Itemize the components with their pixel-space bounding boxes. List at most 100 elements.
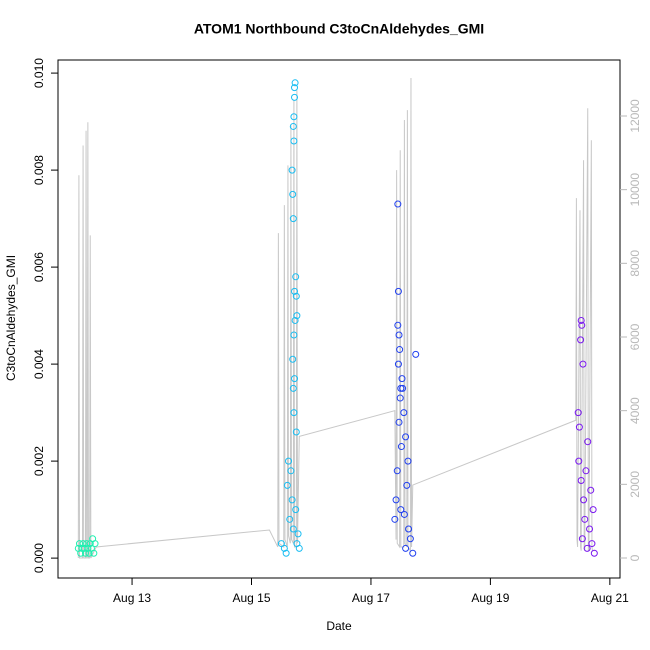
data-point <box>394 287 402 295</box>
data-point <box>289 215 297 223</box>
data-point <box>398 375 406 383</box>
data-point <box>405 525 413 533</box>
data-point <box>291 375 299 383</box>
altitude-line <box>77 78 595 559</box>
data-point <box>91 540 99 548</box>
data-point <box>289 525 297 533</box>
x-axis-label: Date <box>326 619 352 633</box>
data-point <box>295 544 303 552</box>
data-point <box>277 540 285 548</box>
data-point <box>280 544 288 552</box>
data-point <box>286 515 294 523</box>
data-point <box>393 467 401 475</box>
data-point <box>583 544 591 552</box>
data-point <box>288 496 296 504</box>
y2-tick-label: 4000 <box>628 397 642 424</box>
data-point <box>395 331 403 339</box>
data-point <box>396 394 404 402</box>
data-point <box>291 84 299 92</box>
data-point <box>287 467 295 475</box>
data-point <box>291 316 299 324</box>
data-point <box>391 515 399 523</box>
data-point <box>400 409 408 417</box>
y2-tick-label: 10000 <box>628 173 642 207</box>
data-point <box>290 331 298 339</box>
data-point <box>292 506 300 514</box>
data-point <box>290 409 298 417</box>
data-point <box>577 336 585 344</box>
data-point <box>399 384 407 392</box>
data-point <box>289 384 297 392</box>
y2-tick-label: 2000 <box>628 471 642 498</box>
data-point <box>412 350 420 358</box>
data-point <box>291 93 299 101</box>
data-point <box>402 544 410 552</box>
data-point <box>394 200 402 208</box>
y-tick-label: 0.006 <box>32 252 46 282</box>
data-point <box>392 496 400 504</box>
y2-tick-label: 6000 <box>628 323 642 350</box>
data-point <box>285 457 293 465</box>
data-point <box>404 457 412 465</box>
data-point <box>575 423 583 431</box>
data-point <box>586 525 594 533</box>
data-point <box>288 166 296 174</box>
data-point <box>292 273 300 281</box>
data-point <box>396 346 404 354</box>
data-point <box>582 467 590 475</box>
data-point <box>289 355 297 363</box>
data-point <box>292 428 300 436</box>
y-tick-label: 0.004 <box>32 349 46 379</box>
y-axis-label: C3toCnAldehydes_GMI <box>4 255 18 381</box>
y-tick-label: 0.008 <box>32 155 46 185</box>
data-point <box>283 481 291 489</box>
data-point <box>409 549 417 557</box>
data-point <box>589 506 597 514</box>
data-point <box>290 137 298 145</box>
data-point <box>291 79 299 87</box>
data-point <box>403 481 411 489</box>
plot-frame <box>57 59 621 579</box>
data-point <box>574 409 582 417</box>
data-point <box>79 540 87 548</box>
y2-tick-label: 0 <box>628 554 642 561</box>
data-point <box>77 549 85 557</box>
y2-tick-label: 8000 <box>628 250 642 277</box>
x-tick-label: Aug 21 <box>591 591 629 605</box>
data-point <box>578 535 586 543</box>
data-point <box>291 287 299 295</box>
x-tick-label: Aug 15 <box>232 591 270 605</box>
data-point <box>588 540 596 548</box>
data-point <box>590 549 598 557</box>
data-point <box>394 360 402 368</box>
data-point <box>397 506 405 514</box>
data-point <box>290 113 298 121</box>
data-point <box>577 477 585 485</box>
data-point <box>289 122 297 130</box>
data-point <box>394 321 402 329</box>
x-tick-label: Aug 17 <box>352 591 390 605</box>
y-tick-label: 0.010 <box>32 58 46 88</box>
x-tick-label: Aug 13 <box>113 591 151 605</box>
data-point <box>578 321 586 329</box>
data-point <box>294 530 302 538</box>
data-point <box>282 549 290 557</box>
data-point <box>400 510 408 518</box>
data-point <box>289 190 297 198</box>
data-point <box>580 496 588 504</box>
x-tick-label: Aug 19 <box>471 591 509 605</box>
data-point <box>397 443 405 451</box>
data-point <box>395 418 403 426</box>
data-point <box>402 433 410 441</box>
data-point <box>293 312 301 320</box>
y2-tick-label: 12000 <box>628 99 642 133</box>
data-point <box>581 515 589 523</box>
data-point <box>292 292 300 300</box>
data-point <box>90 549 98 557</box>
data-point <box>575 457 583 465</box>
data-point <box>579 360 587 368</box>
data-point <box>587 486 595 494</box>
chart-title: ATOM1 Northbound C3toCnAldehydes_GMI <box>194 21 484 37</box>
data-point <box>577 316 585 324</box>
